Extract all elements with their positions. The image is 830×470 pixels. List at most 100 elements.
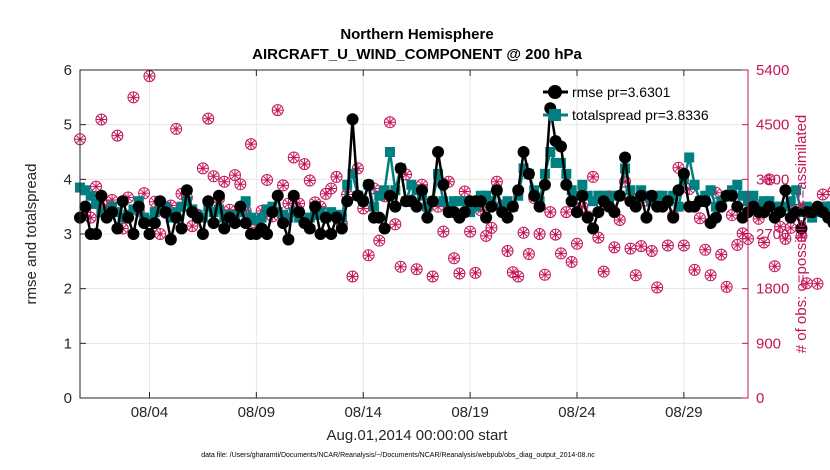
rmse-point [357, 195, 370, 208]
rmse-point [533, 200, 546, 213]
obs-assimilated-point [272, 105, 283, 116]
obs-possible-point [758, 236, 771, 249]
obs-assimilated-point [566, 256, 577, 267]
obs-assimilated-point [726, 210, 737, 221]
rmse-point [138, 217, 151, 230]
totalspread-point [449, 196, 460, 207]
rmse-point [528, 189, 541, 202]
obs-possible-point [715, 248, 728, 261]
obs-possible-point [261, 173, 274, 186]
x-tick-label: 08/09 [238, 404, 276, 421]
totalspread-point [368, 201, 379, 212]
obs-assimilated-point [85, 212, 96, 223]
x-axis-label: Aug.01,2014 00:00:00 start [327, 427, 509, 444]
obs-possible-point [779, 232, 792, 245]
rmse-point [148, 217, 161, 230]
totalspread-point [262, 204, 273, 215]
rmse-point [180, 184, 193, 197]
obs-assimilated-point [625, 243, 636, 254]
rmse-point [554, 140, 567, 153]
rmse-point [79, 200, 92, 213]
totalspread-point [213, 204, 224, 215]
totalspread-point [406, 179, 417, 190]
rmse-point [629, 200, 642, 213]
obs-possible-point [538, 268, 551, 281]
totalspread-point [625, 185, 636, 196]
rmse-point [795, 222, 808, 235]
obs-assimilated-point [208, 171, 219, 182]
obs-possible-point [693, 212, 706, 225]
obs-possible-point [768, 260, 781, 273]
obs-possible-point [597, 265, 610, 278]
obs-assimilated-point [550, 229, 561, 240]
obs-possible-point [287, 151, 300, 164]
obs-assimilated-point [486, 222, 497, 233]
rmse-point [506, 200, 519, 213]
obs-possible-point [111, 129, 124, 142]
obs-assimilated-point [662, 240, 673, 251]
obs-possible-point [587, 170, 600, 183]
y-left-tick-label: 1 [64, 335, 72, 352]
obs-possible-point [635, 240, 648, 253]
obs-assimilated-point [684, 184, 695, 195]
totalspread-point [80, 185, 91, 196]
totalspread-point [588, 196, 599, 207]
rmse-point [640, 211, 653, 224]
obs-assimilated-point [620, 176, 631, 187]
totalspread-point [144, 215, 155, 226]
obs-assimilated-point [694, 213, 705, 224]
rmse-point [106, 206, 119, 219]
obs-assimilated-point [598, 266, 609, 277]
obs-assimilated-point [481, 230, 492, 241]
rmse-point [565, 195, 578, 208]
obs-possible-point [410, 263, 423, 276]
totalspread-point [326, 207, 337, 218]
obs-assimilated-point [128, 92, 139, 103]
y-right-tick-label: 0 [756, 390, 764, 407]
rmse-point [132, 200, 145, 213]
obs-possible-point [827, 186, 830, 197]
totalspread-point [181, 196, 192, 207]
rmse-point [164, 233, 177, 246]
rmse-point [490, 184, 503, 197]
rmse-point [608, 206, 621, 219]
totalspread-point [384, 147, 395, 157]
obs-possible-point [170, 122, 183, 135]
totalspread-point [176, 201, 187, 212]
obs-assimilated-point [390, 219, 401, 230]
obs-possible-point [533, 228, 546, 240]
obs-assimilated-point [801, 278, 812, 289]
obs-possible-point [453, 267, 466, 280]
obs-assimilated-point [112, 130, 123, 141]
rmse-point [774, 206, 787, 219]
totalspread-point [791, 185, 802, 196]
rmse-point [287, 189, 300, 202]
obs-possible-point [731, 238, 744, 251]
obs-assimilated-point [753, 213, 764, 224]
totalspread-point [433, 168, 444, 179]
rmse-point [410, 200, 423, 213]
obs-assimilated-point [518, 227, 529, 238]
obs-assimilated-point [732, 239, 743, 250]
obs-assimilated-point [326, 183, 337, 194]
y-left-tick-label: 3 [64, 226, 72, 243]
y-right-tick-label: 1800 [756, 281, 789, 298]
rmse-point [480, 211, 493, 224]
totalspread-point [732, 179, 743, 190]
rmse-point [228, 217, 241, 230]
totalspread-point [91, 198, 102, 209]
rmse-point [522, 167, 535, 180]
obs-assimilated-point [155, 229, 166, 239]
obs-possible-point [207, 170, 220, 183]
rmse-point [570, 206, 583, 219]
rmse-point [699, 195, 712, 208]
y-right-tick-label: 2700 [756, 226, 789, 243]
obs-assimilated-point [523, 249, 534, 260]
y-axis-label-right: # of obs: o=possible; ∗=assimilated [793, 115, 810, 354]
rmse-point [827, 218, 830, 228]
obs-assimilated-point [588, 171, 599, 182]
obs-assimilated-point [689, 264, 700, 275]
obs-possible-point [544, 206, 557, 219]
y-right-tick-label: 900 [756, 335, 781, 352]
rmse-point [159, 206, 172, 219]
